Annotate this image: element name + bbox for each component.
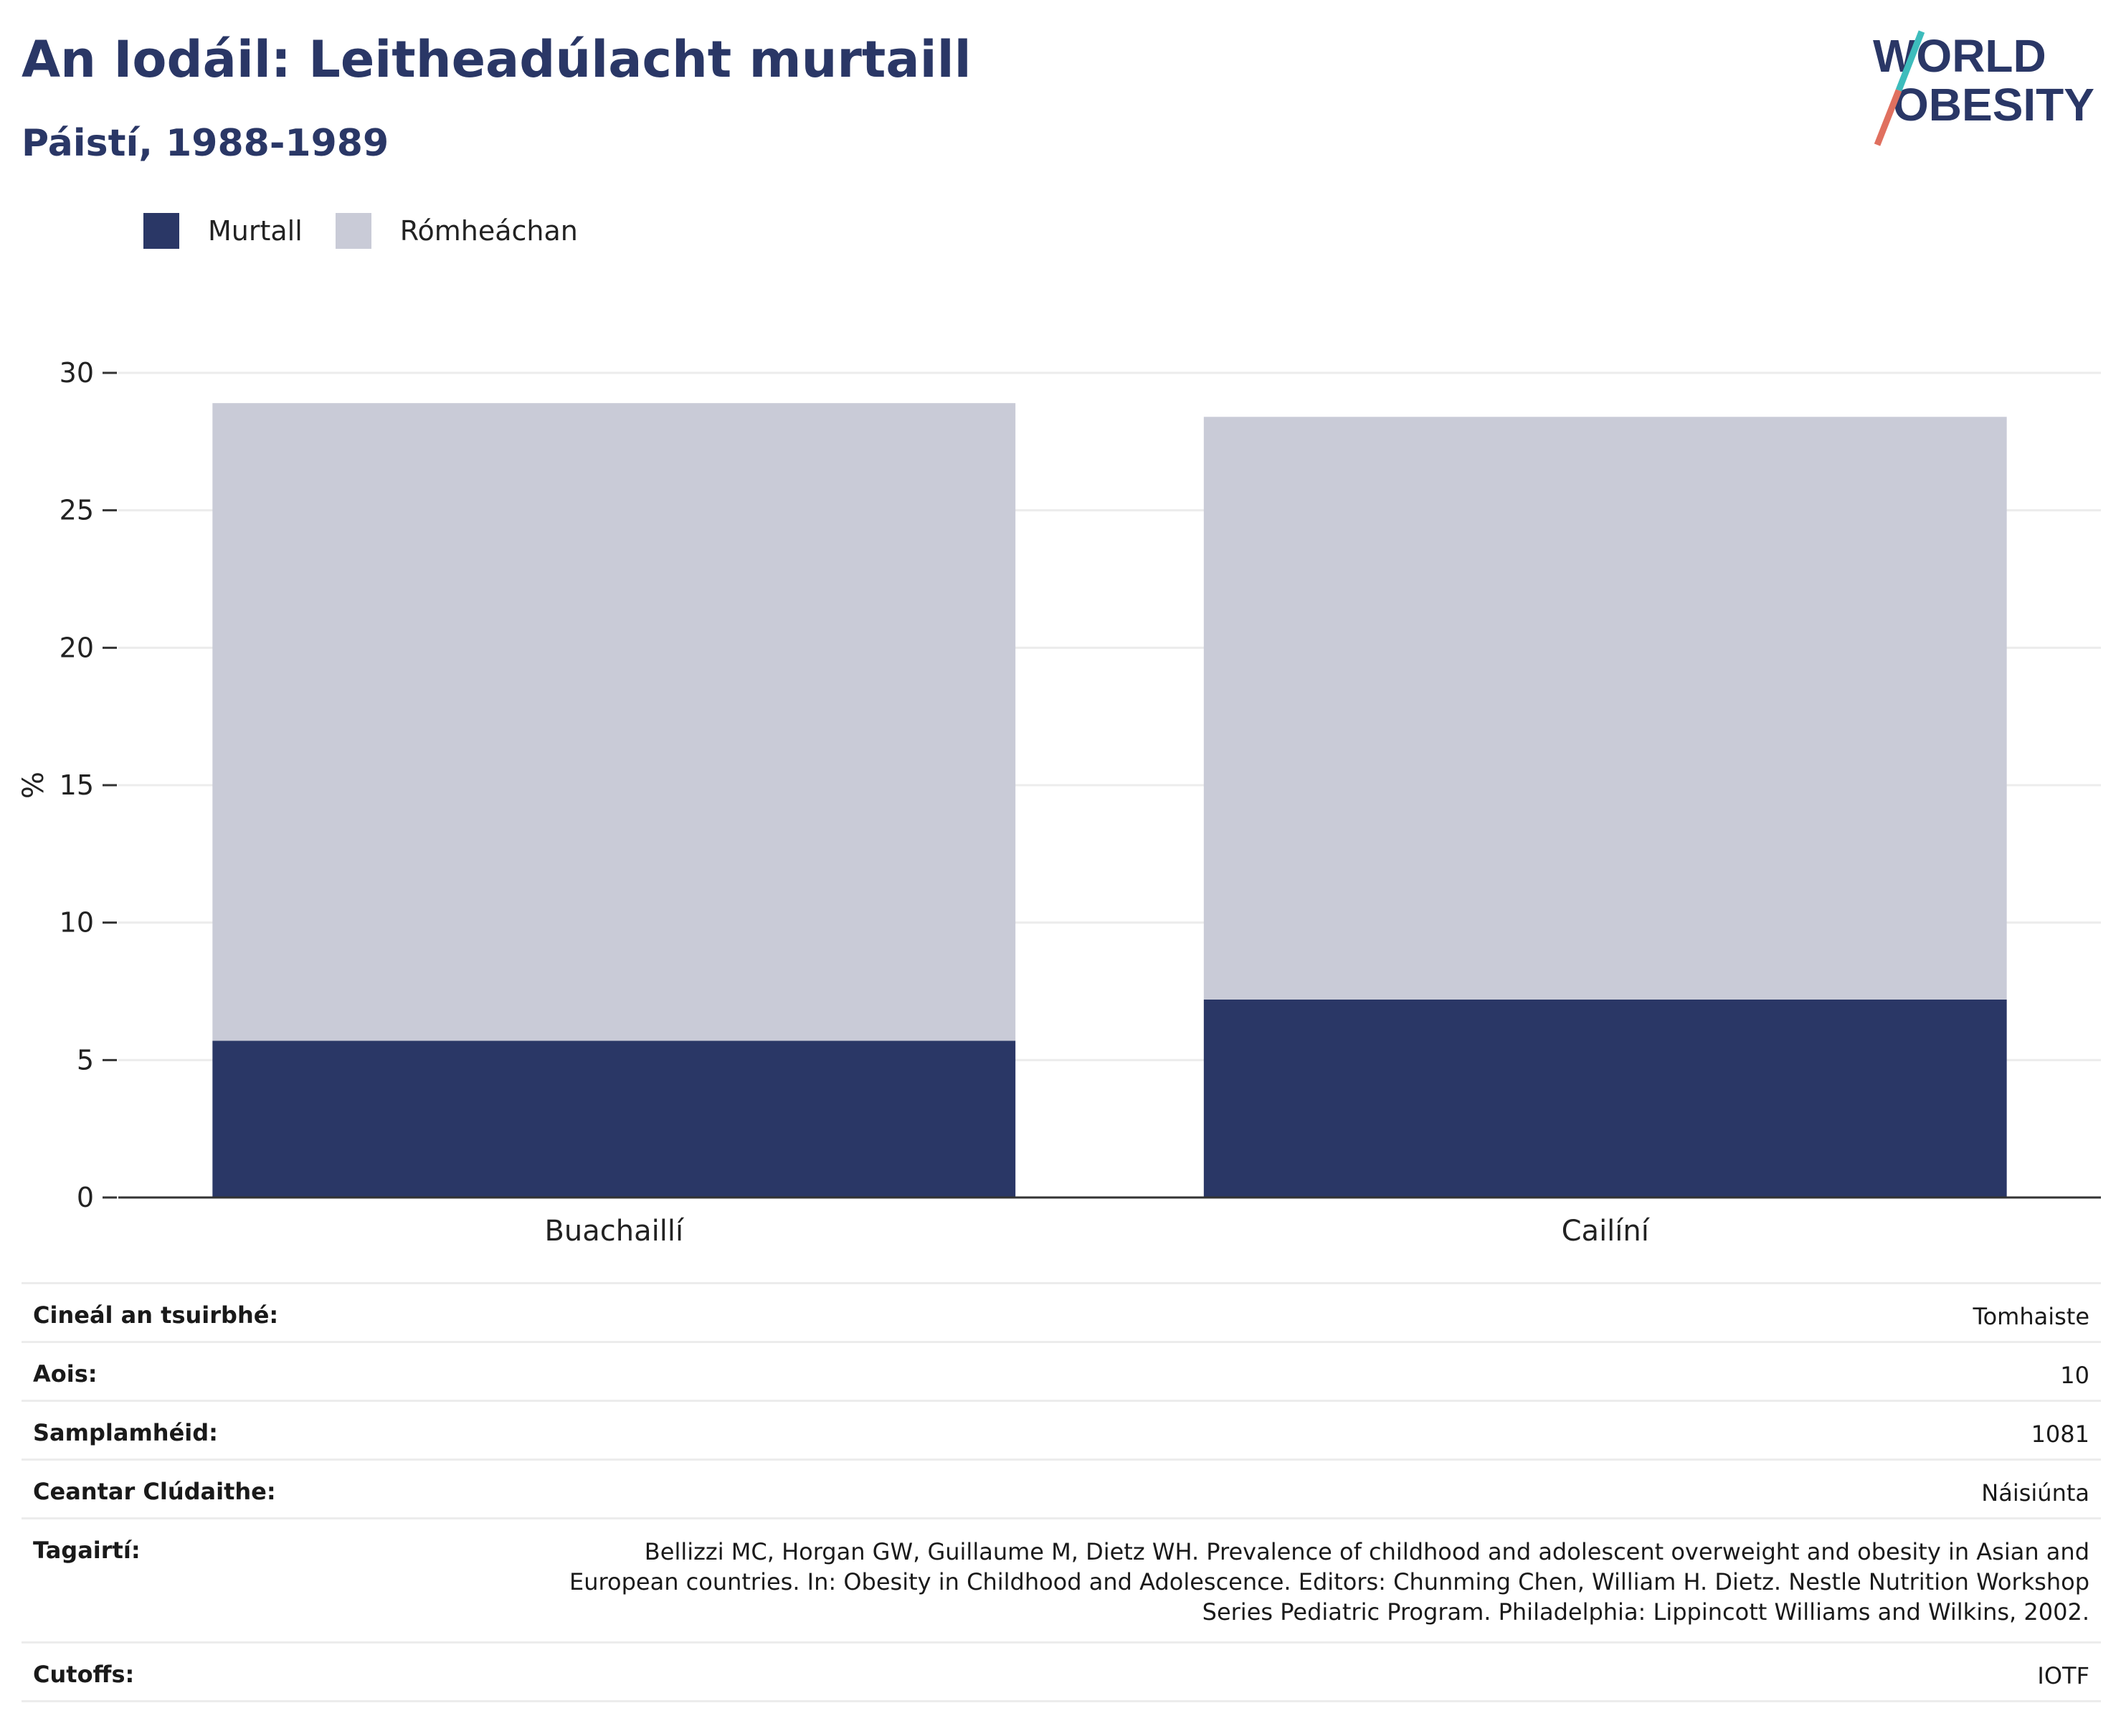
reference-line: Series Pediatric Program. Philadelphia: … [1202, 1598, 2089, 1626]
world-obesity-logo: WORLD OBESITY [1873, 30, 2094, 146]
y-axis-label: % [17, 772, 50, 799]
x-tick-label: Cailíní [1562, 1215, 1651, 1248]
chart-legend: Murtall Rómheáchan [143, 212, 611, 250]
logo-coral-stroke [1874, 89, 1902, 146]
logo-line1: WORLD [1873, 30, 2046, 82]
row-key: Samplamhéid: [22, 1400, 303, 1461]
legend-swatch-romheachan [335, 213, 371, 249]
y-tick-label: 5 [77, 1044, 94, 1076]
logo-teal-stroke [1895, 30, 1925, 92]
y-tick-label: 30 [60, 357, 94, 389]
table-row: Ceantar Clúdaithe: Náisiúnta [22, 1458, 2101, 1519]
reference-line: European countries. In: Obesity in Child… [569, 1568, 2089, 1595]
page-title: An Iodáil: Leitheadúlacht murtaill [22, 30, 972, 89]
table-row: Cutoffs: IOTF [22, 1641, 2101, 1702]
table-row: Cineál an tsuirbhé: Tomhaiste [22, 1282, 2101, 1343]
row-key: Cutoffs: [22, 1641, 303, 1702]
table-row: Aois: 10 [22, 1341, 2101, 1402]
bar-murtall [212, 1040, 1016, 1197]
row-value: Tomhaiste [303, 1282, 2101, 1343]
page-subtitle: Páistí, 1988-1989 [22, 122, 389, 165]
legend-label-murtall: Murtall [208, 215, 303, 247]
bar-romheachan [1203, 417, 2007, 1000]
logo-line2: OBESITY [1893, 79, 2094, 131]
legend-label-romheachan: Rómheáchan [399, 215, 578, 247]
row-key: Tagairtí: [22, 1517, 303, 1643]
legend-item-romheachan[interactable]: Rómheáchan [335, 213, 578, 249]
row-key: Aois: [22, 1341, 303, 1402]
x-tick-label: Buachaillí [544, 1215, 685, 1248]
row-value: Náisiúnta [303, 1458, 2101, 1519]
table-row: Samplamhéid: 1081 [22, 1400, 2101, 1461]
y-tick-label: 15 [60, 769, 94, 801]
row-key: Ceantar Clúdaithe: [22, 1458, 303, 1519]
row-value: IOTF [303, 1641, 2101, 1702]
row-key: Cineál an tsuirbhé: [22, 1282, 303, 1343]
legend-item-murtall[interactable]: Murtall [143, 213, 303, 249]
stacked-bar-chart: 0 5 10 15 20 25 30% Buachaillí Cailíní [17, 357, 2101, 1248]
y-tick-label: 20 [60, 632, 94, 663]
y-tick-label: 0 [77, 1182, 94, 1213]
table-row-references: Tagairtí: Bellizzi MC, Horgan GW, Guilla… [22, 1517, 2101, 1643]
survey-details-table: Cineál an tsuirbhé: Tomhaiste Aois: 10 S… [22, 1282, 2101, 1702]
row-value-references: Bellizzi MC, Horgan GW, Guillaume M, Die… [303, 1517, 2101, 1643]
bar-romheachan [212, 403, 1016, 1041]
row-value: 1081 [303, 1400, 2101, 1461]
reference-line: Bellizzi MC, Horgan GW, Guillaume M, Die… [644, 1538, 2089, 1565]
legend-swatch-murtall [143, 213, 179, 249]
y-tick-label: 25 [60, 495, 94, 526]
row-value: 10 [303, 1341, 2101, 1402]
y-tick-label: 10 [60, 907, 94, 939]
bar-murtall [1203, 1000, 2007, 1197]
